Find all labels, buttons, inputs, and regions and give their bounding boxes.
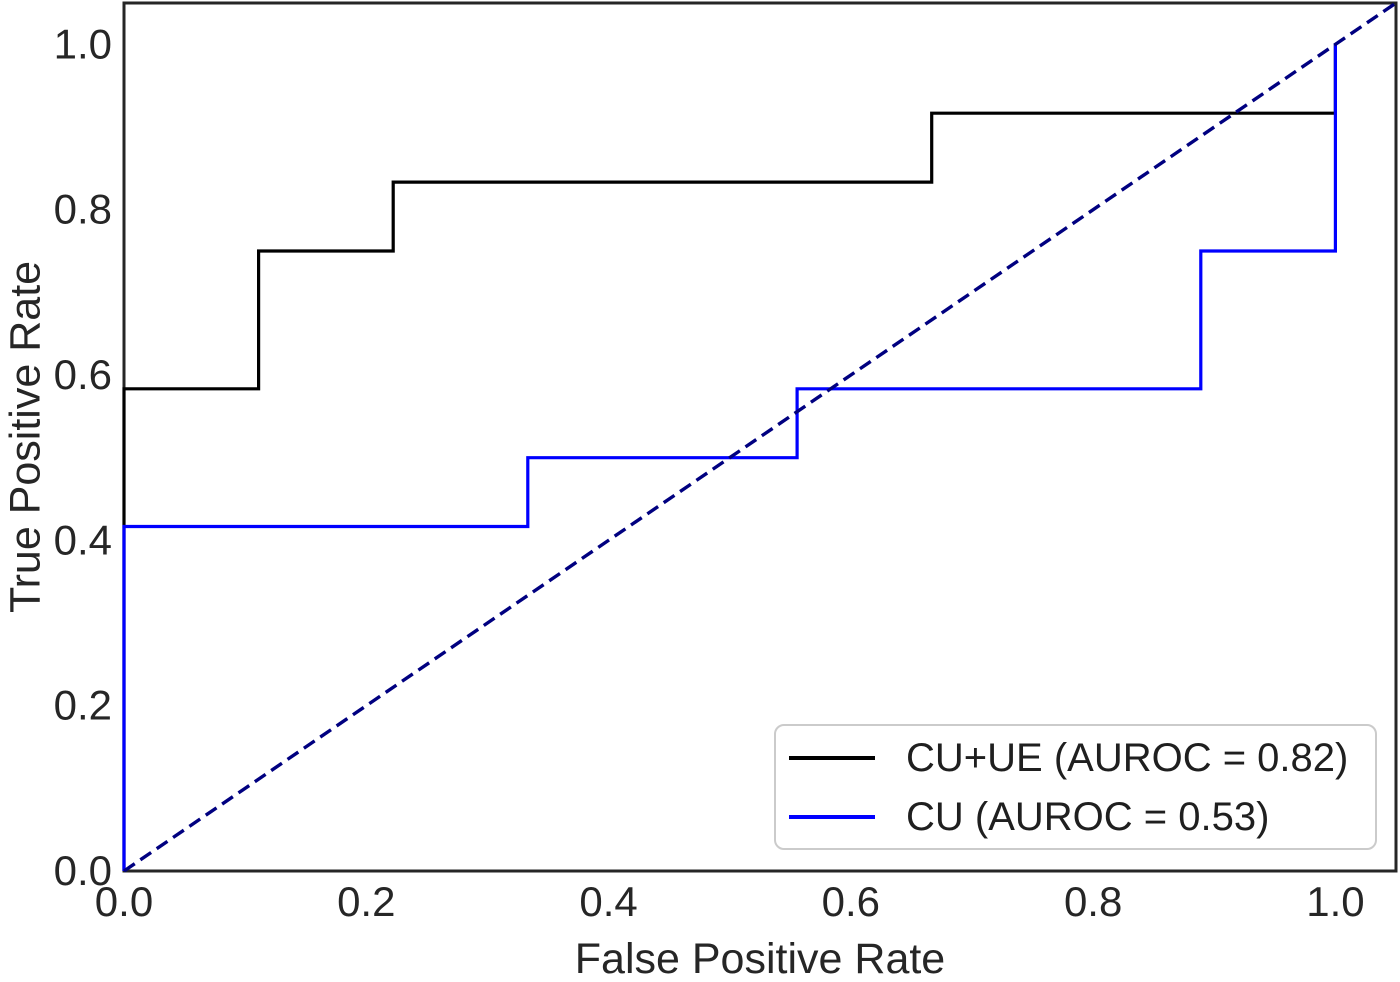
x-tick-label: 0.4 — [579, 878, 637, 925]
y-tick-label: 0.4 — [54, 516, 112, 563]
roc-curve-cu — [122, 44, 1337, 871]
legend: CU+UE (AUROC = 0.82) CU (AUROC = 0.53) — [774, 724, 1377, 850]
legend-item-cu-ue: CU+UE (AUROC = 0.82) — [776, 728, 1375, 787]
y-tick-label: 0.0 — [54, 847, 112, 894]
y-axis-label: True Positive Rate — [1, 260, 50, 614]
legend-label-cu-ue: CU+UE (AUROC = 0.82) — [906, 735, 1349, 780]
x-tick-label: 0.6 — [822, 878, 880, 925]
y-tick-label: 0.6 — [54, 351, 112, 398]
y-tick-label: 0.2 — [54, 682, 112, 729]
x-tick-label: 1.0 — [1306, 878, 1364, 925]
y-tick-label: 0.8 — [54, 186, 112, 233]
legend-label-cu: CU (AUROC = 0.53) — [906, 794, 1270, 839]
legend-item-cu: CU (AUROC = 0.53) — [776, 787, 1375, 846]
legend-line-swatch-cu-ue — [789, 755, 875, 760]
x-tick-label: 0.0 — [95, 878, 153, 925]
legend-line-swatch-cu — [789, 814, 875, 819]
y-tick-label: 1.0 — [54, 20, 112, 67]
x-axis-label: False Positive Rate — [574, 935, 946, 982]
x-tick-label: 0.2 — [337, 878, 395, 925]
roc-curve-cu-ue — [122, 44, 1337, 871]
x-tick-label: 0.8 — [1064, 878, 1122, 925]
